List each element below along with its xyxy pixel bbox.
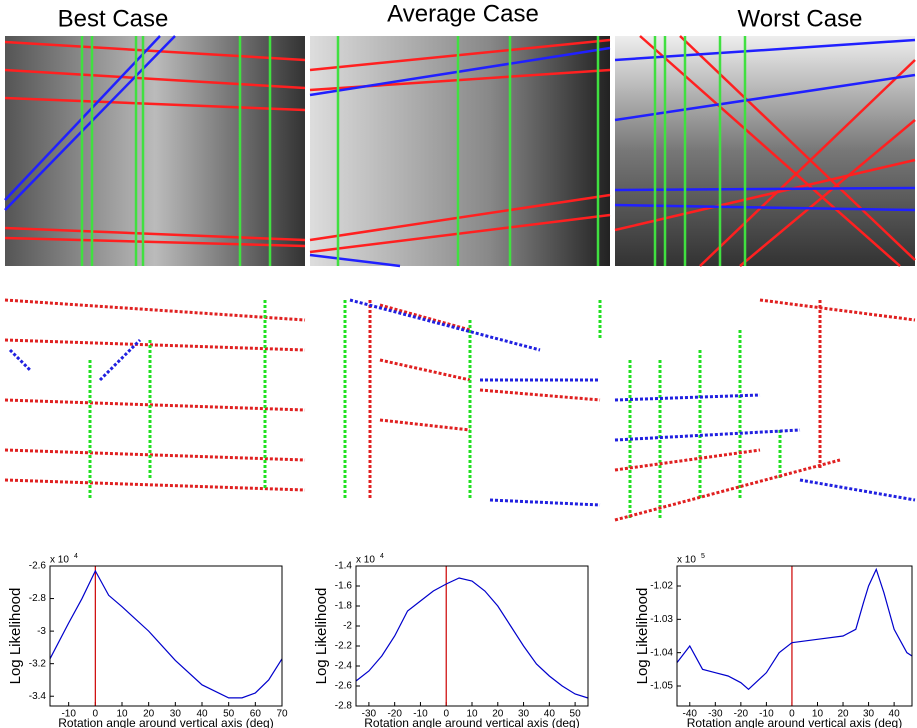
y-axis-label: Log Likelihood	[634, 588, 651, 685]
figure: Best Case Average Case Worst Case -3.4 -3…	[0, 0, 917, 728]
photo	[310, 36, 610, 266]
y-multiplier: x 10	[356, 555, 375, 566]
y-exponent: 4	[74, 553, 78, 560]
data-line	[356, 578, 588, 698]
y-tick-label: -2.8	[335, 701, 353, 712]
plot-frame	[677, 566, 912, 706]
data-line	[50, 571, 282, 698]
y-tick-label: -1.02	[650, 581, 673, 592]
y-tick-label: -2	[343, 621, 352, 632]
y-tick-label: -2.6	[335, 681, 353, 692]
panel-title: Average Case	[387, 0, 539, 27]
panel-title: Best Case	[58, 5, 169, 32]
x-axis-label: Rotation angle around vertical axis (deg…	[687, 716, 902, 728]
y-tick-label: -1.03	[650, 614, 673, 625]
x-axis-label: Rotation angle around vertical axis (deg…	[364, 716, 579, 728]
y-tick-label: -1.05	[650, 681, 673, 692]
data-line	[677, 569, 912, 689]
y-axis-label: Log Likelihood	[7, 588, 24, 685]
edge-map	[5, 300, 915, 520]
photo	[5, 36, 305, 266]
y-tick-label: -2.6	[29, 561, 47, 572]
y-tick-label: -2.8	[29, 593, 47, 604]
x-axis-label: Rotation angle around vertical axis (deg…	[58, 716, 273, 728]
y-tick-label: -1.8	[335, 601, 353, 612]
y-tick-label: -3.2	[29, 658, 47, 669]
photo	[615, 36, 915, 266]
y-multiplier: x 10	[677, 555, 696, 566]
x-tick-label: 70	[276, 709, 288, 720]
y-tick-label: -1.6	[335, 581, 353, 592]
panel-title: Worst Case	[738, 5, 863, 32]
y-exponent: 5	[701, 553, 705, 560]
y-tick-label: -1.4	[335, 561, 353, 572]
y-multiplier: x 10	[50, 555, 69, 566]
y-tick-label: -2.2	[335, 641, 353, 652]
y-tick-label: -3	[37, 626, 46, 637]
y-axis-label: Log Likelihood	[313, 588, 330, 685]
y-exponent: 4	[380, 553, 384, 560]
plot-frame	[356, 566, 588, 706]
y-tick-label: -2.4	[335, 661, 353, 672]
y-tick-label: -1.04	[650, 647, 673, 658]
y-tick-label: -3.4	[29, 691, 47, 702]
plot-frame	[50, 566, 282, 706]
